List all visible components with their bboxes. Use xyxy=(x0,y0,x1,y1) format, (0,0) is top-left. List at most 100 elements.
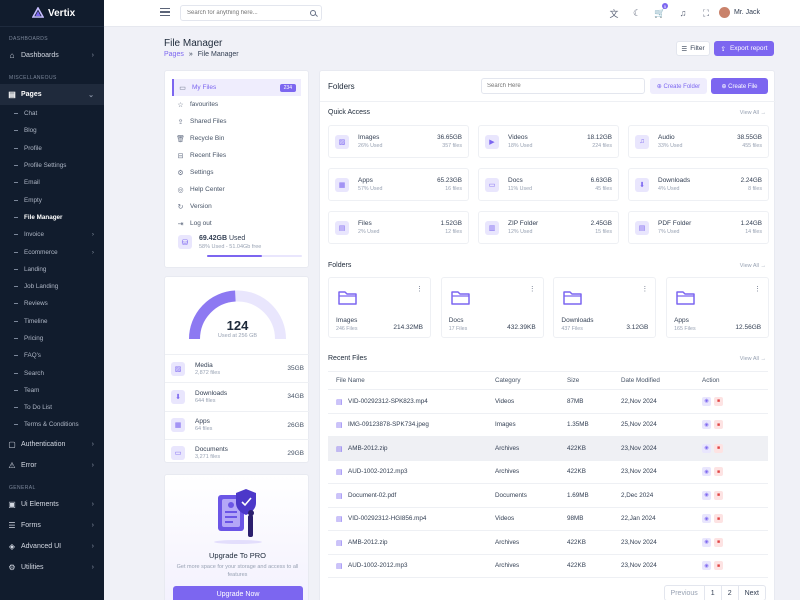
language-icon[interactable]: 文 xyxy=(609,8,619,19)
table-row[interactable]: ▤ AMB-2012.zip Archives 422KB 23,Nov 2024 ◉ ■ xyxy=(328,436,768,461)
sidebar-subitem-faq-s[interactable]: FAQ's xyxy=(0,347,104,364)
table-row[interactable]: ▤ VID-00292312-HGI856.mp4 Videos 98MB 22,Jan… xyxy=(328,507,768,531)
eye-icon[interactable]: ◉ xyxy=(702,443,711,453)
recent-view-all[interactable]: View All → xyxy=(740,356,766,362)
sidebar-item-error[interactable]: ⚠ Error › xyxy=(0,455,104,476)
logo[interactable]: Vertix xyxy=(0,0,104,27)
sidebar-subitem-profile-settings[interactable]: Profile Settings xyxy=(0,157,104,174)
bell-icon[interactable]: ♫ xyxy=(679,8,687,18)
quick-access-apps[interactable]: ▦ Apps 57% Used 65.23GB 16 files xyxy=(328,168,469,201)
trash-icon[interactable]: ■ xyxy=(714,467,723,477)
file-name[interactable]: AMB-2012.zip xyxy=(348,444,388,452)
sidebar-subitem-empty[interactable]: Empty xyxy=(0,191,104,208)
eye-icon[interactable]: ◉ xyxy=(702,490,711,500)
nav-item-recent-files[interactable]: ⊟ Recent Files xyxy=(172,147,301,164)
sidebar-item-pages[interactable]: ▤ Pages ⌄ xyxy=(0,84,104,105)
file-name[interactable]: AUD-1002-2012.mp3 xyxy=(348,468,408,476)
sidebar-subitem-file-manager[interactable]: File Manager xyxy=(0,209,104,226)
col-date-modified[interactable]: Date Modified xyxy=(621,371,702,390)
storage-row-media[interactable]: ▨ Media 2,872 files 35GB xyxy=(165,354,310,382)
quick-access-audio[interactable]: ♫ Audio 33% Used 38.55GB 455 files xyxy=(628,125,769,158)
eye-icon[interactable]: ◉ xyxy=(702,537,711,547)
sidebar-subitem-email[interactable]: Email xyxy=(0,174,104,191)
sidebar-subitem-team[interactable]: Team xyxy=(0,382,104,399)
sidebar-subitem-timeline[interactable]: Timeline xyxy=(0,313,104,330)
storage-row-downloads[interactable]: ⬇ Downloads 644 files 34GB xyxy=(165,382,310,410)
search-icon[interactable] xyxy=(310,10,316,16)
sidebar-item-authentication[interactable]: ▢ Authentication › xyxy=(0,434,104,455)
export-report-button[interactable]: ⇪ Export report xyxy=(714,41,774,56)
sidebar-item-ui-elements[interactable]: ▣ Ui Elements › xyxy=(0,494,104,515)
table-row[interactable]: ▤ IMG-09123878-SPK734.jpeg Images 1.35MB 25,… xyxy=(328,413,768,437)
kebab-menu-icon[interactable]: ⋮ xyxy=(528,286,536,293)
sidebar-item-forms[interactable]: ☰ Forms › xyxy=(0,515,104,536)
sidebar-subitem-to-do-list[interactable]: To Do List xyxy=(0,399,104,416)
trash-icon[interactable]: ■ xyxy=(714,514,723,524)
file-name[interactable]: Document-02.pdf xyxy=(348,491,397,499)
nav-item-version[interactable]: ↻ Version xyxy=(172,198,301,215)
file-name[interactable]: AUD-1002-2012.mp3 xyxy=(348,562,408,570)
nav-item-shared-files[interactable]: ⇪ Shared Files xyxy=(172,113,301,130)
trash-icon[interactable]: ■ xyxy=(714,443,723,453)
sidebar-item-advanced-ui[interactable]: ◈ Advanced UI › xyxy=(0,536,104,557)
file-name[interactable]: IMG-09123878-SPK734.jpeg xyxy=(348,421,429,429)
eye-icon[interactable]: ◉ xyxy=(702,396,711,406)
menu-toggle-icon[interactable] xyxy=(160,8,170,18)
breadcrumb-pages[interactable]: Pages xyxy=(164,51,184,58)
pagination-next[interactable]: Next xyxy=(744,589,759,597)
cart-icon[interactable]: 🛒 5 xyxy=(654,3,668,18)
trash-icon[interactable]: ■ xyxy=(714,396,723,406)
table-row[interactable]: ▤ AUD-1002-2012.mp3 Archives 422KB 23,Nov 20… xyxy=(328,554,768,578)
trash-icon[interactable]: ■ xyxy=(714,537,723,547)
sidebar-subitem-reviews[interactable]: Reviews xyxy=(0,295,104,312)
quick-access-downloads[interactable]: ⬇ Downloads 4% Used 2.24GB 8 files xyxy=(628,168,769,201)
eye-icon[interactable]: ◉ xyxy=(702,420,711,430)
nav-item-my-files[interactable]: ▭ My Files 234 xyxy=(172,79,301,96)
sidebar-subitem-job-landing[interactable]: Job Landing xyxy=(0,278,104,295)
quick-access-zip-folder[interactable]: ▥ ZIP Folder 12% Used 2.45GB 15 files xyxy=(478,211,619,244)
quick-access-files[interactable]: ▤ Files 2% Used 1.52GB 12 files xyxy=(328,211,469,244)
sidebar-subitem-blog[interactable]: Blog xyxy=(0,122,104,139)
upgrade-now-button[interactable]: Upgrade Now xyxy=(173,586,303,600)
table-row[interactable]: ▤ Document-02.pdf Documents 1.69MB 2,Dec 202… xyxy=(328,483,768,508)
create-file-button[interactable]: ⊕ Create File xyxy=(711,78,768,94)
sidebar-subitem-invoice[interactable]: Invoice › xyxy=(0,226,104,243)
sidebar-subitem-pricing[interactable]: Pricing xyxy=(0,330,104,347)
eye-icon[interactable]: ◉ xyxy=(702,561,711,571)
nav-item-settings[interactable]: ⚙ Settings xyxy=(172,164,301,181)
file-name[interactable]: VID-00292312-HGI856.mp4 xyxy=(348,515,427,523)
pagination-page-1[interactable]: 1 xyxy=(705,586,722,600)
quick-access-docs[interactable]: ▭ Docs 11% Used 6.63GB 45 files xyxy=(478,168,619,201)
filter-button[interactable]: ☰ Filter xyxy=(676,41,710,56)
sidebar-item-utilities[interactable]: ⚙ Utilities › xyxy=(0,557,104,578)
folder-tile-docs[interactable]: ⋮ Docs 17 Files 432.39KB xyxy=(440,277,544,338)
sidebar-subitem-ecommerce[interactable]: Ecommerce › xyxy=(0,243,104,260)
trash-icon[interactable]: ■ xyxy=(714,420,723,430)
pagination-previous[interactable]: Previous xyxy=(665,586,705,600)
eye-icon[interactable]: ◉ xyxy=(702,467,711,477)
sidebar-subitem-terms-conditions[interactable]: Terms & Conditions xyxy=(0,416,104,433)
nav-item-help-center[interactable]: ◎ Help Center xyxy=(172,181,301,198)
header-search-input[interactable] xyxy=(187,10,307,16)
nav-item-log-out[interactable]: ⇥ Log out xyxy=(172,215,301,232)
sidebar-subitem-search[interactable]: Search xyxy=(0,364,104,381)
trash-icon[interactable]: ■ xyxy=(714,490,723,500)
table-row[interactable]: ▤ AUD-1002-2012.mp3 Archives 422KB 23,Nov 20… xyxy=(328,460,768,484)
trash-icon[interactable]: ■ xyxy=(714,561,723,571)
folder-tile-apps[interactable]: ⋮ Apps 165 Files 12.56GB xyxy=(666,277,770,338)
table-row[interactable]: ▤ AMB-2012.zip Archives 422KB 23,Nov 2024 ◉ ■ xyxy=(328,530,768,555)
folder-tile-downloads[interactable]: ⋮ Downloads 437 Files 3.12GB xyxy=(553,277,657,338)
sidebar-subitem-chat[interactable]: Chat xyxy=(0,105,104,122)
create-folder-button[interactable]: ⊕ Create Folder xyxy=(650,78,707,94)
sidebar-item-dashboards[interactable]: ⌂ Dashboards › xyxy=(0,45,104,66)
kebab-menu-icon[interactable]: ⋮ xyxy=(641,286,649,293)
user-menu[interactable]: Mr. Jack xyxy=(718,7,760,18)
quick-access-images[interactable]: ▨ Images 26% Used 36.65GB 357 files xyxy=(328,125,469,158)
quick-access-pdf-folder[interactable]: ▤ PDF Folder 7% Used 1.24GB 14 files xyxy=(628,211,769,244)
nav-item-recycle-bin[interactable]: 🗑 Recycle Bin xyxy=(172,130,301,147)
file-name[interactable]: AMB-2012.zip xyxy=(348,538,388,546)
nav-item-favourites[interactable]: ☆ favourites xyxy=(172,96,301,113)
col-size[interactable]: Size xyxy=(567,371,621,390)
moon-icon[interactable]: ☾ xyxy=(632,7,642,18)
sidebar-subitem-landing[interactable]: Landing xyxy=(0,261,104,278)
